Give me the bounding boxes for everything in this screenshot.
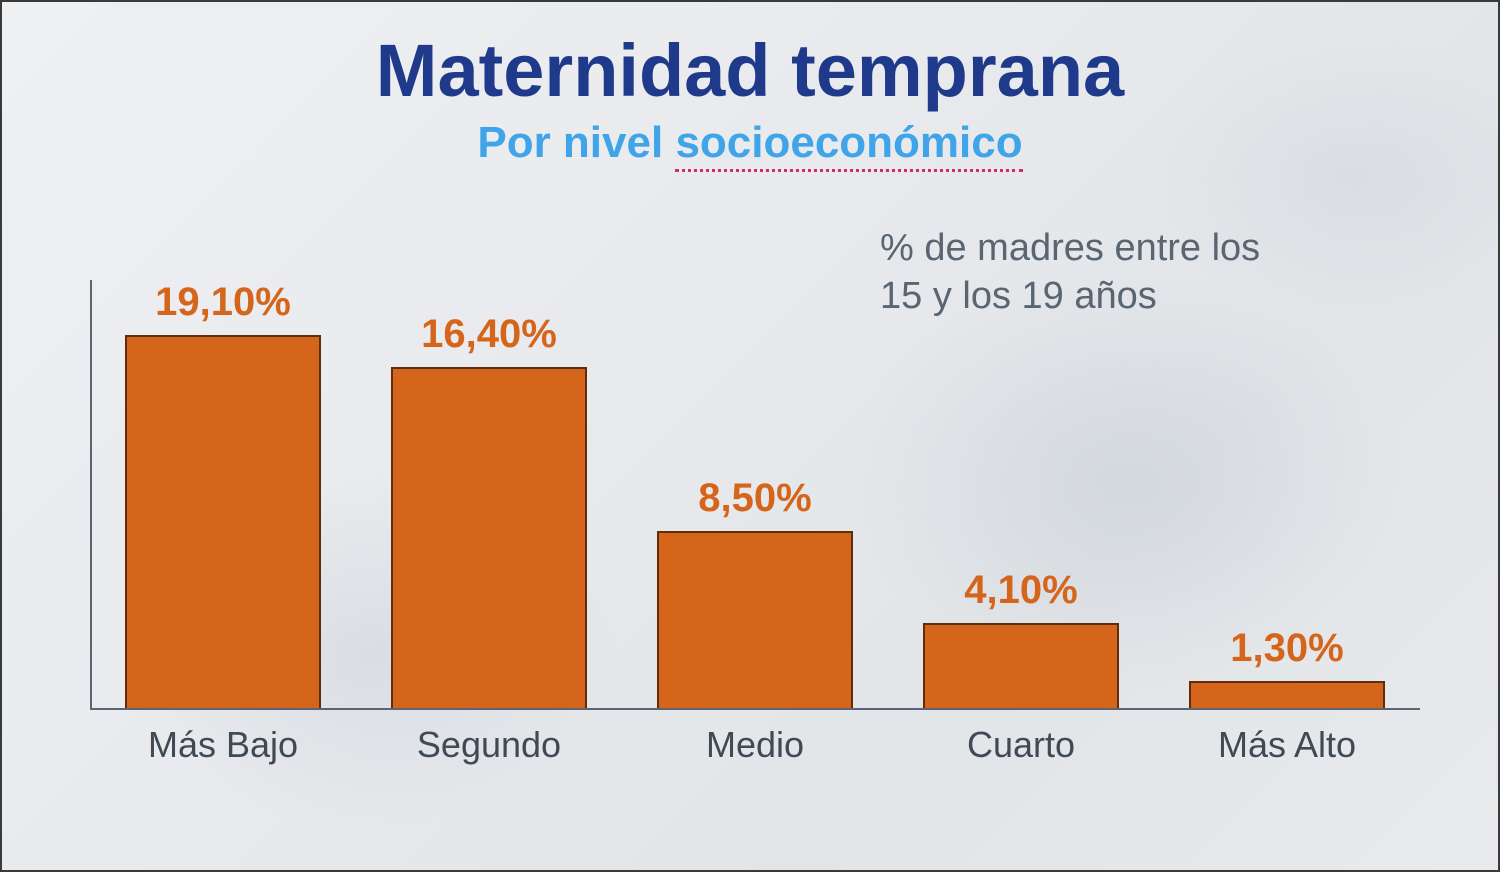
x-axis-label: Más Bajo xyxy=(90,710,356,770)
bar-value-label: 8,50% xyxy=(698,476,811,521)
bar-rect xyxy=(391,367,588,708)
bar-rect xyxy=(1189,681,1386,708)
bar-column: 1,30% xyxy=(1154,280,1420,708)
bar-column: 8,50% xyxy=(622,280,888,708)
bar-rect xyxy=(923,623,1120,708)
chart-stage: Maternidad temprana Por nivel socioeconó… xyxy=(0,0,1500,872)
bar-value-label: 16,40% xyxy=(421,312,557,357)
bar-value-label: 1,30% xyxy=(1230,626,1343,671)
x-axis-labels: Más BajoSegundoMedioCuartoMás Alto xyxy=(90,710,1420,770)
subtitle-underlined-word: socioeconómico xyxy=(675,118,1022,172)
bar-column: 16,40% xyxy=(356,280,622,708)
bar-value-label: 19,10% xyxy=(155,280,291,325)
bar-chart: 19,10% 16,40% 8,50% 4,10% 1,30% Más BajoSegu… xyxy=(90,280,1420,770)
x-axis-label: Más Alto xyxy=(1154,710,1420,770)
x-axis-label: Medio xyxy=(622,710,888,770)
note-line-1: % de madres entre los xyxy=(880,225,1260,273)
x-axis-label: Cuarto xyxy=(888,710,1154,770)
bar-rect xyxy=(657,531,854,708)
chart-title: Maternidad temprana xyxy=(0,28,1500,113)
x-axis-label: Segundo xyxy=(356,710,622,770)
subtitle-prefix: Por nivel xyxy=(477,118,675,167)
plot-area: 19,10% 16,40% 8,50% 4,10% 1,30% xyxy=(90,280,1420,710)
bar-rect xyxy=(125,335,322,708)
chart-subtitle: Por nivel socioeconómico xyxy=(0,118,1500,168)
bar-value-label: 4,10% xyxy=(964,568,1077,613)
bar-column: 19,10% xyxy=(90,280,356,708)
bars-container: 19,10% 16,40% 8,50% 4,10% 1,30% xyxy=(90,280,1420,708)
bar-column: 4,10% xyxy=(888,280,1154,708)
